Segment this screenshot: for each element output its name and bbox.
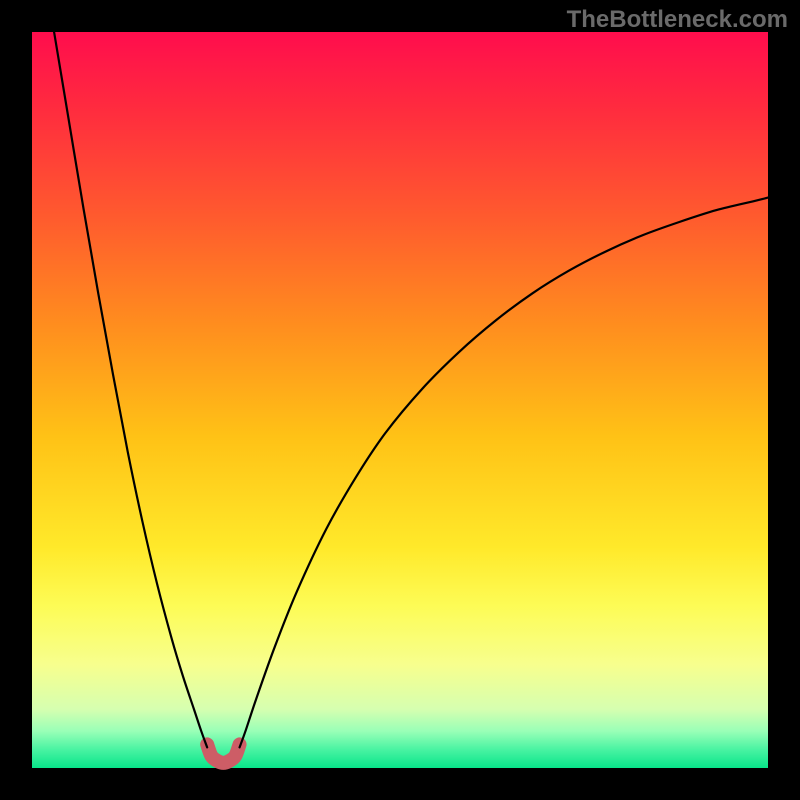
- watermark-text: TheBottleneck.com: [567, 6, 788, 34]
- plot-area: [32, 32, 768, 768]
- bottleneck-chart: [0, 0, 800, 800]
